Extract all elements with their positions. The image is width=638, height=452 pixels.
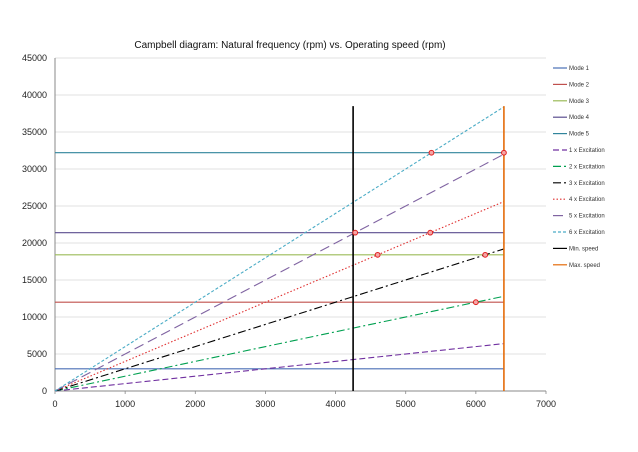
legend-label-6-x-excitation: 6 x Excitation: [569, 230, 605, 236]
y-tick-label: 45000: [22, 53, 47, 63]
intersection-point: [501, 149, 507, 156]
x-tick-label: 1000: [115, 399, 135, 409]
intersection-point: [472, 299, 479, 306]
x-tick-label: 7000: [536, 399, 556, 409]
y-tick-label: 30000: [22, 164, 47, 174]
y-tick-label: 20000: [22, 238, 47, 248]
x-tick-label: 4000: [326, 399, 346, 409]
legend-label-mode-3: Mode 3: [569, 99, 590, 105]
series-line-5-x-excitation: [54, 153, 505, 392]
series-line-3-x-excitation: [54, 248, 505, 392]
y-tick-label: 35000: [22, 127, 47, 137]
intersection-point: [427, 229, 434, 236]
intersection-markers: [352, 149, 507, 306]
chart-title: Campbell diagram: Natural frequency (rpm…: [134, 40, 445, 51]
grid: [55, 57, 546, 355]
legend-label-4-x-excitation: 4 x Excitation: [569, 197, 605, 203]
legend-label-5-x-excitation: 5 x Excitation: [569, 214, 605, 220]
y-tick-label: 40000: [22, 90, 47, 100]
intersection-point: [428, 149, 435, 156]
legend-label-1-x-excitation: 1 x Excitation: [569, 148, 605, 154]
x-tick-label: 3000: [255, 399, 275, 409]
intersection-point: [374, 251, 381, 258]
y-tick-label: 5000: [27, 349, 47, 359]
intersection-point: [352, 229, 359, 236]
legend: Mode 1 Mode 2 Mode 3 Mode 4 Mode 5 1 x Excita…: [553, 66, 605, 269]
legend-label-mode-5: Mode 5: [569, 132, 590, 138]
legend-label-mode-2: Mode 2: [569, 82, 590, 88]
y-tick-label: 15000: [22, 275, 47, 285]
intersection-point: [482, 251, 489, 258]
legend-label-min-speed: Min. speed: [569, 246, 598, 252]
legend-label-mode-1: Mode 1: [569, 66, 590, 72]
series-line-1-x-excitation: [54, 343, 504, 392]
x-tick-label: 2000: [185, 399, 205, 409]
legend-label-max-speed: Max. speed: [569, 263, 600, 269]
x-tick-label: 5000: [396, 399, 416, 409]
x-tick-label: 0: [52, 399, 57, 409]
y-tick-label: 25000: [22, 201, 47, 211]
y-tick-label: 10000: [22, 312, 47, 322]
x-tick-label: 6000: [466, 399, 486, 409]
series-line-2-x-excitation: [54, 295, 505, 392]
y-tick-label: 0: [42, 386, 47, 396]
legend-label-mode-4: Mode 4: [569, 115, 590, 121]
axes: 0500010000150002000025000300003500040000…: [22, 53, 556, 409]
legend-label-3-x-excitation: 3 x Excitation: [569, 181, 605, 187]
legend-label-2-x-excitation: 2 x Excitation: [569, 164, 605, 170]
